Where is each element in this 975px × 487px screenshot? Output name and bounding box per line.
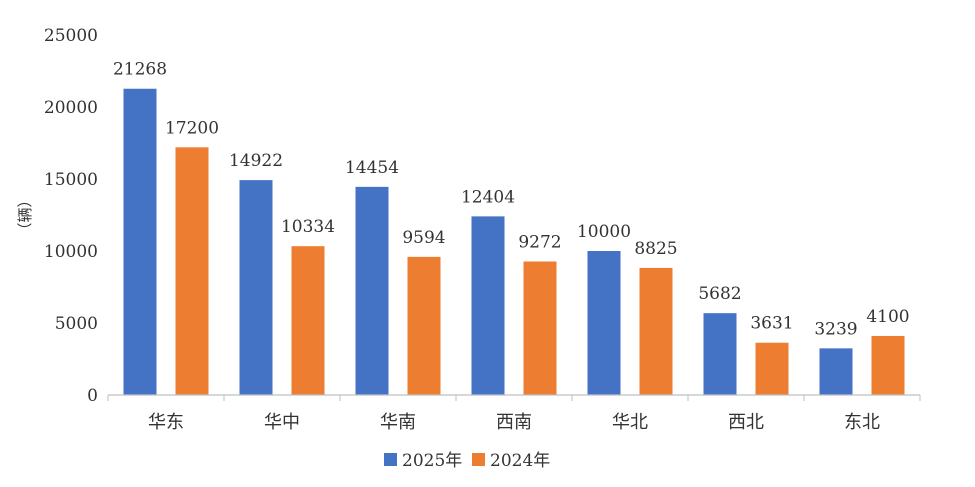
bar-series-2 [871, 335, 905, 395]
legend-label: 2024年 [490, 451, 550, 471]
x-tick-label: 华中 [264, 412, 300, 433]
bar-series-1 [703, 313, 737, 395]
legend-label: 2025年 [402, 451, 462, 471]
data-label: 12404 [461, 187, 515, 207]
x-tick-label: 华南 [380, 412, 416, 433]
bar-series-1 [471, 216, 505, 395]
x-tick-label: 东北 [844, 412, 880, 433]
y-tick-label: 20000 [44, 98, 98, 118]
data-label: 14922 [229, 151, 283, 171]
bar-series-2 [639, 267, 673, 395]
data-label: 14454 [345, 158, 399, 178]
bar-series-1 [123, 88, 157, 396]
data-label: 5682 [698, 284, 741, 304]
y-axis: 0 5000 10000 15000 20000 25000 [44, 26, 98, 406]
bar-series-1 [819, 348, 853, 395]
bar-series-2 [175, 147, 209, 395]
data-label: 4100 [866, 307, 909, 327]
y-tick-label: 5000 [55, 314, 98, 334]
data-label: 9272 [518, 232, 561, 252]
bar-series-1 [239, 180, 273, 395]
x-tick-label: 华北 [612, 412, 648, 433]
bar-series-2 [291, 246, 325, 395]
x-tick-label: 西南 [496, 412, 532, 433]
data-label: 3631 [750, 314, 793, 334]
data-label: 9594 [402, 228, 445, 248]
data-labels: 21268 17200 14922 10334 14454 9594 12404 9272 10… [113, 60, 910, 340]
data-label: 17200 [165, 118, 219, 138]
data-label: 21268 [113, 60, 167, 80]
y-tick-label: 0 [87, 386, 98, 406]
bar-series-1 [355, 186, 389, 395]
y-tick-label: 15000 [44, 170, 98, 190]
y-tick-label: 25000 [44, 26, 98, 46]
bars [123, 88, 905, 396]
y-tick-label: 10000 [44, 242, 98, 262]
x-tick-label: 西北 [728, 412, 764, 433]
bar-series-2 [407, 256, 441, 395]
legend-swatch [472, 453, 485, 466]
x-axis: 华东 华中 华南 西南 华北 西北 东北 [107, 394, 921, 433]
y-axis-title: （辆） [16, 192, 34, 237]
bar-series-2 [755, 342, 789, 395]
data-label: 10334 [281, 217, 335, 237]
data-label: 10000 [577, 222, 631, 242]
legend-swatch [384, 453, 397, 466]
x-tick-label: 华东 [148, 412, 184, 433]
bar-series-1 [587, 251, 621, 395]
data-label: 3239 [814, 319, 857, 339]
bar-series-2 [523, 261, 557, 395]
data-label: 8825 [634, 239, 677, 259]
legend: 2025年 2024年 [384, 451, 550, 471]
